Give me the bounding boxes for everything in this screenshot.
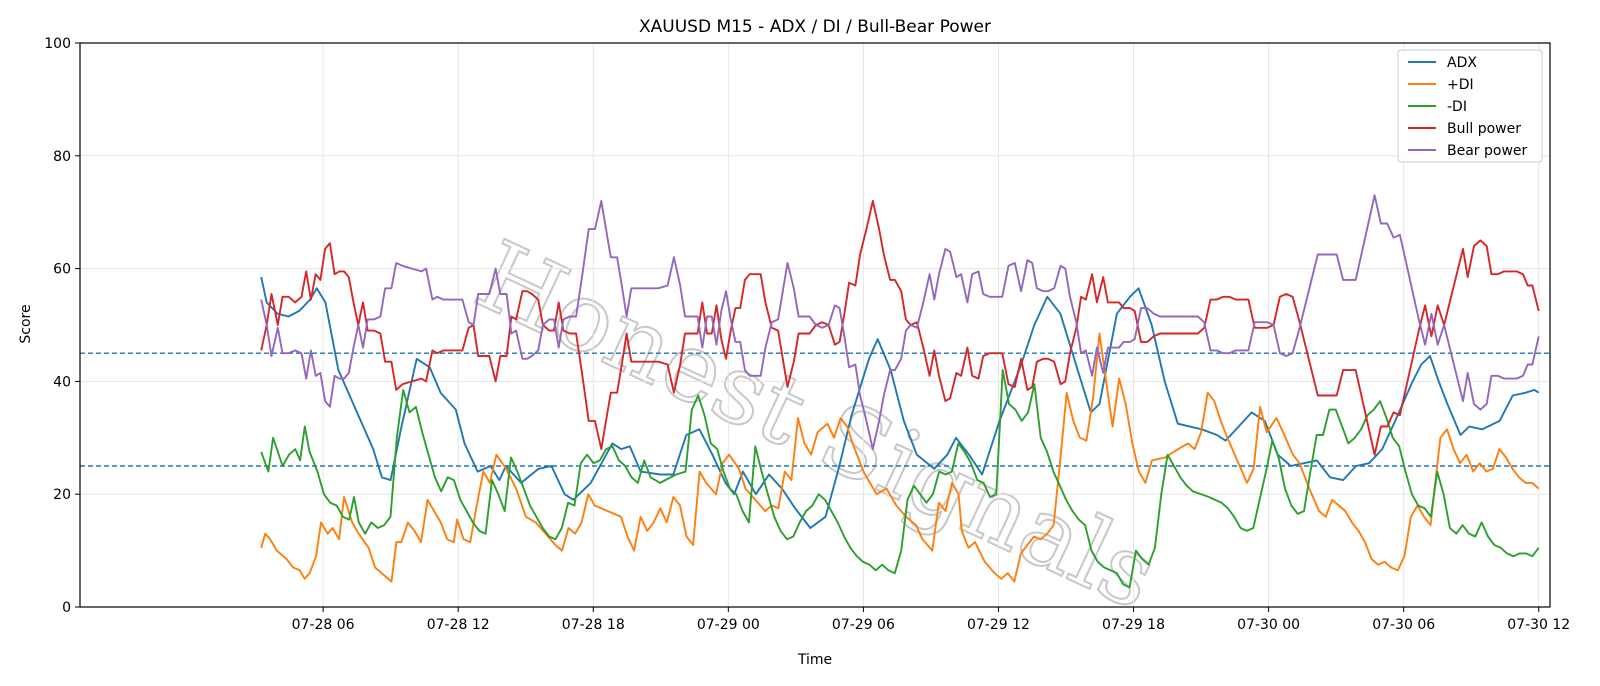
x-tick-label: 07-30 06 [1372,617,1435,633]
grid-lines [80,42,1550,608]
x-tick-label: 07-28 18 [562,617,625,633]
x-tick-label: 07-28 12 [427,617,490,633]
chart-title: XAUUSD M15 - ADX / DI / Bull-Bear Power [639,17,991,37]
x-tick-label: 07-30 00 [1237,617,1300,633]
series-lines [260,194,1540,589]
series-line-bear-power [260,194,1540,451]
legend-box [1397,49,1543,163]
threshold-lines [80,352,1550,467]
x-tick-label: 07-29 12 [967,617,1030,633]
legend-label: ADX [1447,55,1477,71]
y-tick-label: 60 [53,262,71,278]
x-axis-ticks: 07-28 06 07-28 12 07-28 18 07-29 00 07-29 06… [292,607,1570,633]
y-tick-label: 100 [44,36,71,52]
x-tick-label: 07-29 06 [832,617,895,633]
legend-label: +DI [1447,77,1474,93]
series-line-adx [260,276,1540,529]
y-tick-label: 20 [53,487,71,503]
plot-frame [79,42,1551,608]
x-tick-label: 07-28 06 [292,617,355,633]
series-line--di [260,369,1540,589]
legend-label: Bull power [1447,121,1521,137]
legend: ADX +DI -DI Bull power Bear power [1397,49,1543,163]
x-tick-label: 07-29 00 [697,617,760,633]
legend-label: -DI [1447,99,1467,115]
y-tick-label: 80 [53,149,71,165]
series-line-bull-power [260,199,1540,456]
y-tick-label: 40 [53,374,71,390]
legend-label: Bear power [1447,143,1528,159]
x-tick-label: 07-30 12 [1507,617,1570,633]
series-line--di [260,332,1540,583]
y-axis-ticks: 0 20 40 60 80 100 [44,36,80,616]
y-tick-label: 0 [62,600,71,616]
y-axis-label: Score [18,304,34,343]
x-axis-label: Time [797,652,832,668]
x-tick-label: 07-29 18 [1102,617,1165,633]
